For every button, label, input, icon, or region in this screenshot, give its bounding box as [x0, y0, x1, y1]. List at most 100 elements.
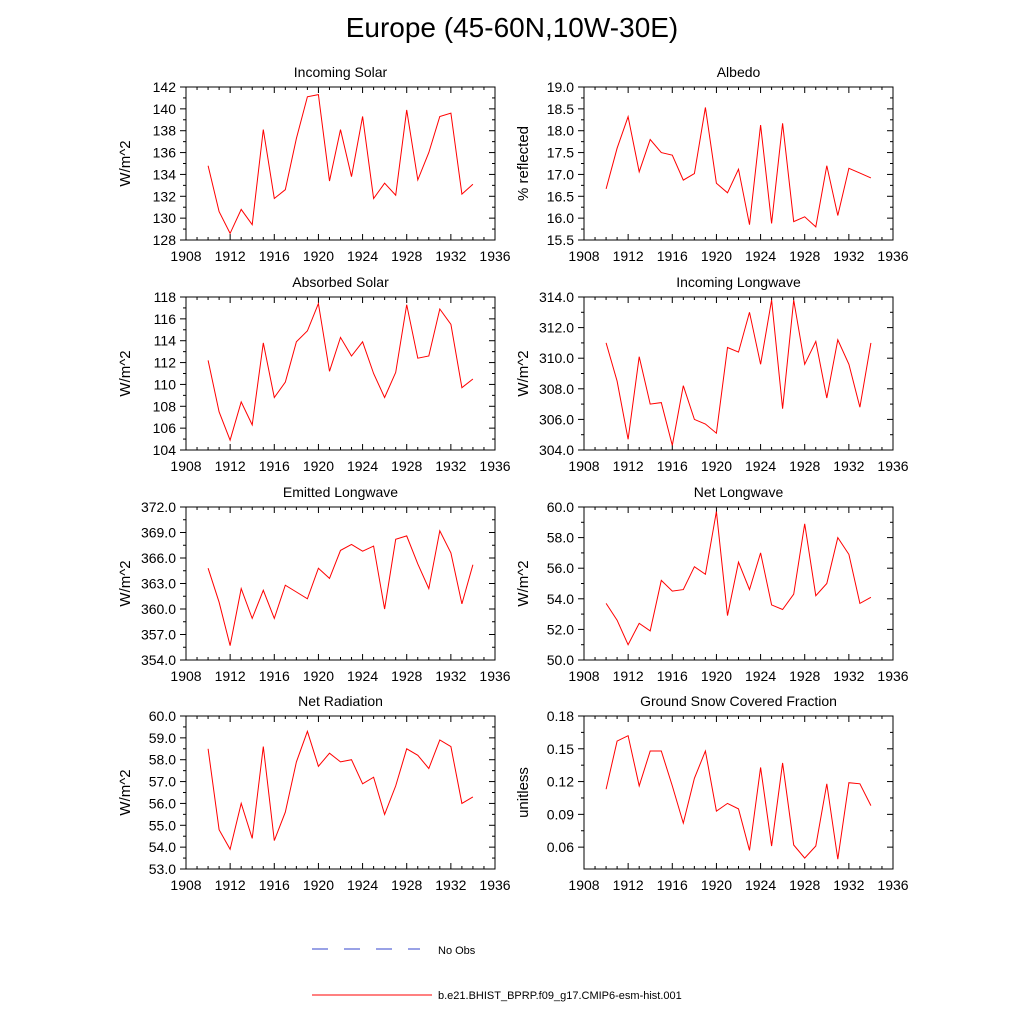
- y-tick-label: 140: [153, 101, 177, 117]
- x-tick-label: 1924: [347, 248, 378, 264]
- x-tick-label: 1908: [568, 248, 599, 264]
- x-tick-label: 1936: [479, 877, 510, 893]
- x-tick-label: 1920: [701, 458, 732, 474]
- y-tick-label: 118: [154, 289, 177, 305]
- legend-model-label: b.e21.BHIST_BPRP.f09_g17.CMIP6-esm-hist.…: [438, 990, 682, 1002]
- x-tick-label: 1928: [391, 668, 422, 684]
- panel-title: Incoming Solar: [294, 64, 388, 80]
- x-tick-label: 1908: [568, 668, 599, 684]
- y-tick-label: 18.5: [547, 101, 574, 117]
- plot-frame: [185, 296, 496, 451]
- plot-frame: [583, 86, 894, 241]
- x-tick-label: 1908: [170, 668, 201, 684]
- x-tick-label: 1932: [833, 458, 864, 474]
- y-tick-label: 104: [153, 442, 177, 458]
- x-tick-label: 1932: [833, 668, 864, 684]
- y-tick-label: 57.0: [149, 774, 176, 790]
- x-tick-label: 1936: [479, 668, 510, 684]
- y-tick-label: 17.5: [547, 145, 574, 161]
- y-axis-label: W/m^2: [117, 140, 134, 186]
- x-tick-label: 1932: [435, 458, 466, 474]
- y-tick-label: 56.0: [547, 560, 574, 576]
- y-tick-label: 130: [153, 210, 177, 226]
- legend-obs-label: No Obs: [438, 945, 476, 957]
- x-tick-label: 1928: [391, 248, 422, 264]
- x-tick-label: 1936: [877, 248, 908, 264]
- x-tick-label: 1920: [701, 668, 732, 684]
- y-tick-label: 60.0: [547, 499, 574, 515]
- series-line: [605, 107, 872, 228]
- x-tick-label: 1920: [303, 248, 334, 264]
- x-tick-label: 1912: [215, 668, 246, 684]
- y-tick-label: 306.0: [539, 411, 574, 427]
- x-tick-label: 1932: [833, 248, 864, 264]
- figure-title: Europe (45-60N,10W-30E): [345, 12, 679, 43]
- y-axis-label: W/m^2: [515, 560, 532, 606]
- panel-incoming-solar: Incoming Solar W/m^2 1908 1912 1916 1920 1924 1…: [117, 64, 511, 264]
- y-tick-label: 60.0: [149, 708, 176, 724]
- x-tick-label: 1924: [745, 458, 776, 474]
- y-tick-label: 56.0: [149, 795, 176, 811]
- x-tick-label: 1908: [568, 877, 599, 893]
- y-tick-label: 52.0: [547, 621, 574, 637]
- y-tick-label: 0.18: [547, 708, 574, 724]
- panel-title: Net Radiation: [298, 693, 383, 709]
- plot-frame: [583, 506, 894, 661]
- plot-frame: [583, 296, 894, 451]
- x-tick-label: 1924: [347, 668, 378, 684]
- y-tick-label: 308.0: [539, 381, 574, 397]
- y-tick-label: 112: [154, 355, 177, 371]
- y-tick-label: 114: [154, 333, 177, 349]
- y-tick-label: 116: [154, 311, 177, 327]
- y-tick-label: 19.0: [547, 79, 574, 95]
- y-tick-label: 15.5: [547, 232, 574, 248]
- x-tick-label: 1924: [745, 248, 776, 264]
- x-tick-label: 1928: [789, 877, 820, 893]
- y-tick-label: 18.0: [547, 123, 574, 139]
- y-tick-label: 312.0: [539, 320, 574, 336]
- x-tick-label: 1912: [613, 877, 644, 893]
- y-tick-label: 357.0: [141, 627, 176, 643]
- y-tick-label: 110: [154, 376, 177, 392]
- x-tick-label: 1932: [435, 877, 466, 893]
- x-tick-label: 1916: [259, 458, 290, 474]
- y-tick-label: 369.0: [141, 525, 176, 541]
- plot-frame: [185, 506, 496, 661]
- x-tick-label: 1920: [701, 877, 732, 893]
- x-tick-label: 1936: [877, 458, 908, 474]
- y-tick-label: 136: [153, 145, 177, 161]
- y-tick-label: 0.15: [547, 741, 574, 757]
- x-tick-label: 1916: [259, 877, 290, 893]
- y-tick-label: 0.09: [547, 806, 574, 822]
- panel-albedo: Albedo % reflected 1908 1912 1916 1920 1924 192…: [515, 64, 909, 264]
- panel-net-radiation: Net Radiation W/m^2 1908 1912 1916 1920 1924 19…: [117, 693, 511, 893]
- y-tick-label: 17.0: [547, 166, 574, 182]
- y-tick-label: 354.0: [141, 652, 176, 668]
- x-tick-label: 1908: [170, 877, 201, 893]
- y-tick-label: 132: [153, 188, 177, 204]
- y-tick-label: 59.0: [149, 730, 176, 746]
- y-tick-label: 108: [153, 398, 177, 414]
- y-axis-label: W/m^2: [117, 350, 134, 396]
- y-tick-label: 142: [153, 79, 177, 95]
- panel-emitted-longwave: Emitted Longwave W/m^2 1908 1912 1916 1920 192…: [117, 484, 511, 684]
- y-tick-label: 16.5: [547, 188, 574, 204]
- y-tick-label: 128: [153, 232, 177, 248]
- plot-frame: [583, 715, 894, 870]
- y-axis-label: unitless: [515, 767, 532, 818]
- y-tick-label: 314.0: [539, 289, 574, 305]
- series-line: [207, 529, 474, 646]
- y-axis-label: W/m^2: [117, 560, 134, 606]
- x-tick-label: 1928: [789, 248, 820, 264]
- x-tick-label: 1928: [391, 458, 422, 474]
- panel-title: Ground Snow Covered Fraction: [640, 693, 837, 709]
- x-tick-label: 1924: [347, 877, 378, 893]
- x-tick-label: 1912: [613, 668, 644, 684]
- y-tick-label: 16.0: [547, 210, 574, 226]
- x-tick-label: 1924: [745, 877, 776, 893]
- plot-frame: [185, 86, 496, 241]
- y-tick-label: 0.06: [547, 839, 574, 855]
- x-tick-label: 1908: [568, 458, 599, 474]
- y-axis-label: % reflected: [515, 126, 532, 201]
- x-tick-label: 1936: [877, 877, 908, 893]
